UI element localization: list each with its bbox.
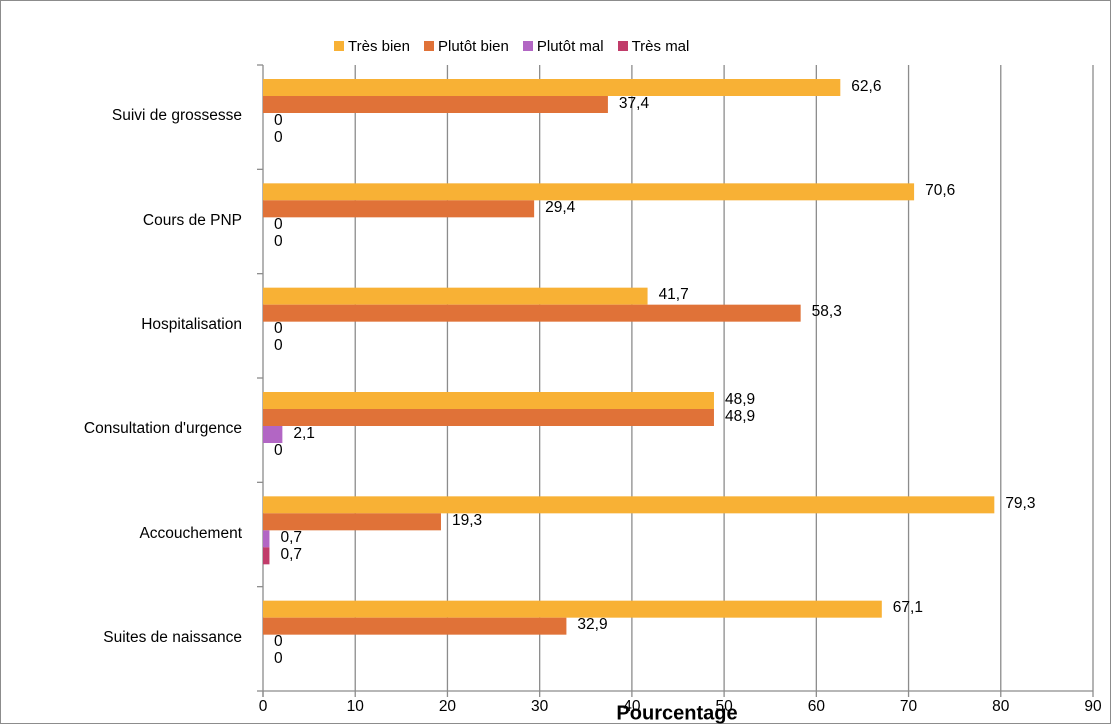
x-tick-label-10: 10 <box>346 698 364 715</box>
bar-1-2 <box>263 183 915 201</box>
x-axis-title: Pourcentage <box>616 702 738 725</box>
legend-swatch-tres-mal <box>617 41 628 51</box>
data-label: 67,1 <box>892 599 923 617</box>
legend-item-plutot-mal: Plutôt mal <box>522 37 604 55</box>
bar-2-4 <box>263 409 714 426</box>
bar-1-4 <box>263 392 714 409</box>
chart-legend: Très bien Plutôt bien Plutôt mal Très ma… <box>334 35 703 57</box>
legend-swatch-tres-bien <box>334 41 344 51</box>
legend-swatch-plutot-bien <box>423 41 434 51</box>
data-label: 2,1 <box>293 424 315 442</box>
x-tick-label-20: 20 <box>438 698 457 715</box>
bar-2-2 <box>263 200 535 218</box>
data-label: 0 <box>274 320 283 338</box>
legend-swatch-plutot-mal <box>522 41 533 51</box>
data-label: 0 <box>274 128 283 146</box>
x-tick-label-80: 80 <box>992 698 1010 715</box>
category-label: Hospitalisation <box>141 315 242 333</box>
data-label: 0 <box>274 337 283 355</box>
legend-item-tres-mal: Très mal <box>617 37 690 55</box>
bar-2-3 <box>263 304 801 322</box>
data-label: 48,9 <box>724 407 756 425</box>
legend-label-plutot-mal: Plutôt mal <box>536 37 604 55</box>
data-label: 41,7 <box>658 286 689 304</box>
legend-label-plutot-bien: Plutôt bien <box>437 37 509 55</box>
category-label: Accouchement <box>139 524 242 542</box>
data-label: 58,3 <box>811 303 842 321</box>
data-label: 48,9 <box>724 390 756 408</box>
x-tick-label-50: 50 <box>715 698 733 715</box>
bar-3-5 <box>263 530 270 548</box>
data-label: 70,6 <box>925 181 956 199</box>
data-label: 0 <box>274 441 283 459</box>
data-label: 62,6 <box>851 77 882 95</box>
category-label: Cours de PNP <box>142 211 242 229</box>
x-tick-label-60: 60 <box>807 698 825 715</box>
legend-label-tres-bien: Très bien <box>348 37 410 55</box>
data-label: 0 <box>274 215 283 233</box>
legend-label-tres-mal: Très mal <box>631 37 690 55</box>
legend-item-plutot-bien: Plutôt bien <box>423 37 509 55</box>
bar-1-6 <box>263 600 882 618</box>
data-label: 0 <box>274 650 283 668</box>
data-label: 0,7 <box>280 528 303 546</box>
x-tick-label-90: 90 <box>1084 698 1102 715</box>
data-label: 0 <box>274 111 283 129</box>
data-label: 0 <box>274 633 283 651</box>
category-label: Suivi de grossesse <box>111 107 242 125</box>
bar-1-5 <box>263 496 995 514</box>
x-tick-label-70: 70 <box>899 698 918 715</box>
bar-2-5 <box>263 513 441 531</box>
bar-1-3 <box>263 287 648 305</box>
data-label: 32,9 <box>577 616 608 634</box>
x-tick-label-30: 30 <box>531 698 549 715</box>
category-label: Suites de naissance <box>103 628 242 646</box>
category-label: Consultation d'urgence <box>83 420 242 438</box>
bar-2-1 <box>263 96 608 113</box>
data-label: 0,7 <box>280 545 303 563</box>
data-label: 29,4 <box>545 198 576 216</box>
x-tick-label-0: 0 <box>258 698 268 715</box>
data-label: 0 <box>274 232 283 250</box>
bar-1-1 <box>263 79 841 96</box>
data-label: 37,4 <box>618 94 650 112</box>
bar-4-5 <box>263 547 270 565</box>
bar-3-4 <box>263 426 283 443</box>
x-tick-label-40: 40 <box>623 698 641 715</box>
data-label: 19,3 <box>451 511 483 529</box>
legend-item-tres-bien: Très bien <box>334 38 410 55</box>
data-label: 79,3 <box>1005 494 1036 512</box>
bar-2-6 <box>263 617 567 635</box>
